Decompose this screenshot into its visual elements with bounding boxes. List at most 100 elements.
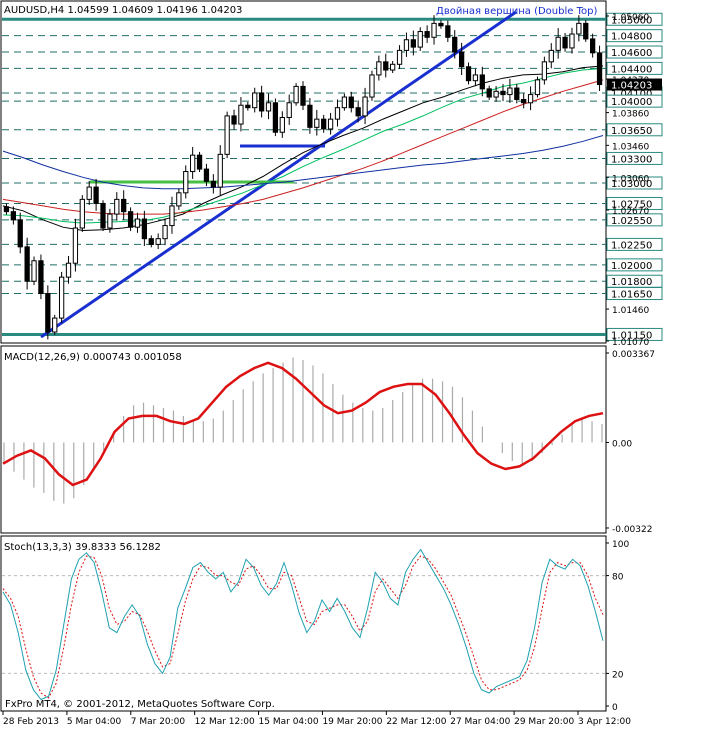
- macd-panel-title: MACD(12,26,9) 0.000743 0.001058: [4, 352, 182, 363]
- price-level-tag: [606, 213, 663, 227]
- watermark-text: FxPro MT4, © 2001-2012, MetaQuotes Softw…: [5, 699, 275, 710]
- candle-body: [590, 38, 596, 54]
- candle-body: [472, 74, 479, 82]
- candle-body: [445, 25, 451, 38]
- price-axis-tick-label: 1.01460: [612, 306, 649, 316]
- candle-body: [362, 96, 368, 117]
- double-top-annotation: Двойная вершина (Double Top): [436, 6, 597, 17]
- macd-axis-tick-label: 0.003367: [612, 350, 655, 360]
- candle-body: [307, 104, 313, 128]
- candle-body: [341, 96, 348, 109]
- stoch-main-line: [2, 548, 604, 701]
- time-axis-label: 15 Mar 04:00: [259, 717, 319, 727]
- candle-body: [383, 61, 389, 71]
- candle-body: [403, 39, 410, 51]
- price-panel: 1.05000 1.04800 1.04600 1.04400 1.041001.040…: [0, 0, 663, 348]
- price-level-tag: [606, 327, 663, 341]
- price-level-tag: [606, 258, 663, 272]
- price-level-tag: [606, 196, 663, 210]
- candle-body: [148, 238, 154, 245]
- candle-body: [52, 317, 58, 333]
- candle-body: [10, 211, 16, 221]
- stoch-panel-title: Stoch(13,3,3) 39.8333 56.1282: [4, 542, 161, 553]
- candle-body: [424, 31, 430, 38]
- candle-body: [169, 205, 175, 227]
- time-axis-label: 5 Mar 04:00: [67, 717, 122, 727]
- stoch-axis-tick-label: 20: [612, 670, 624, 680]
- stoch-signal-line: [2, 555, 604, 699]
- time-axis-label: 28 Feb 2013: [3, 717, 59, 727]
- candle-body: [238, 104, 244, 125]
- stoch-axis-tick-label: 80: [612, 573, 624, 583]
- candle-body: [348, 96, 354, 109]
- price-axis-tick-label: 1.01070: [612, 338, 649, 348]
- current-price-tag: [607, 78, 662, 91]
- candle-body: [252, 92, 258, 109]
- price-panel-frame: [0, 0, 607, 344]
- candle-body: [190, 154, 196, 173]
- time-axis-label: 7 Mar 20:00: [131, 717, 186, 727]
- candle-body: [465, 66, 472, 82]
- candle-body: [17, 219, 23, 248]
- price-level-label: 1.01800: [611, 277, 652, 288]
- candle-body: [183, 171, 189, 194]
- candle-body: [334, 107, 341, 120]
- time-axis: 28 Feb 2013 5 Mar 04:00 7 Mar 20:00 12 Mar …: [2, 711, 631, 727]
- candle-body: [458, 51, 465, 68]
- candle-body: [569, 33, 575, 49]
- price-level-label: 1.01650: [611, 290, 652, 301]
- candle-body: [286, 102, 292, 119]
- time-axis-label: 29 Mar 20:00: [514, 717, 574, 727]
- price-level-tag: [606, 237, 663, 251]
- candle-body: [107, 213, 113, 229]
- candle-body: [3, 206, 10, 213]
- time-axis-label: 22 Mar 12:00: [386, 717, 446, 727]
- candle-body: [114, 198, 120, 215]
- candle-body: [541, 61, 548, 81]
- macd-axis-tick-label: 0.00: [612, 439, 632, 449]
- stoch-panel: 100 80 20 0 Stoch(13,3,3) 39.8333 56.1282 F…: [0, 535, 629, 713]
- candle-body: [127, 211, 134, 228]
- price-level-label: 1.03000: [611, 179, 652, 190]
- candle-body: [438, 22, 444, 27]
- time-axis-label: 27 Mar 04:00: [450, 717, 510, 727]
- candle-body: [355, 107, 361, 117]
- candle-body: [548, 49, 554, 63]
- candle-body: [486, 88, 492, 98]
- candle-body: [514, 87, 520, 101]
- candle-body: [24, 246, 30, 282]
- price-level-label: 1.01150: [611, 330, 652, 341]
- candle-body: [293, 85, 299, 104]
- price-level-tag: [606, 29, 663, 43]
- candle-body: [86, 186, 92, 200]
- price-level-label: 1.02000: [611, 261, 652, 272]
- price-axis-tick-label: 1.03860: [612, 110, 649, 120]
- candle-body: [65, 262, 72, 278]
- stoch-axis-tick-label: 100: [612, 540, 629, 550]
- candle-body: [452, 36, 458, 53]
- candle-body: [376, 61, 382, 76]
- candle-body: [265, 102, 272, 112]
- candle-body: [576, 22, 582, 35]
- candle-body: [79, 198, 85, 229]
- candle-body: [410, 39, 416, 48]
- macd-axis-tick-label: -0.00322: [612, 525, 652, 535]
- candle-body: [134, 218, 141, 228]
- candle-body: [93, 186, 99, 204]
- price-axis-tick-label: 1.05060: [612, 13, 649, 23]
- time-axis-label: 12 Mar 12:00: [195, 717, 255, 727]
- time-axis-label: 19 Mar 20:00: [322, 717, 382, 727]
- candle-body: [534, 79, 541, 96]
- price-level-label: 1.02750: [611, 199, 652, 210]
- stoch-axis-tick-label: 0: [612, 703, 618, 713]
- candle-body: [100, 202, 106, 229]
- candle-body: [321, 118, 327, 130]
- candle-body: [493, 90, 499, 98]
- candle-body: [479, 74, 485, 90]
- candle-body: [396, 49, 403, 65]
- candle-body: [583, 22, 589, 40]
- price-level-label: 1.05000: [611, 15, 652, 26]
- price-level-label: 1.02250: [611, 240, 652, 251]
- price-axis-tick-label: 1.03060: [612, 174, 649, 184]
- current-price-label: 1.04203: [611, 81, 652, 92]
